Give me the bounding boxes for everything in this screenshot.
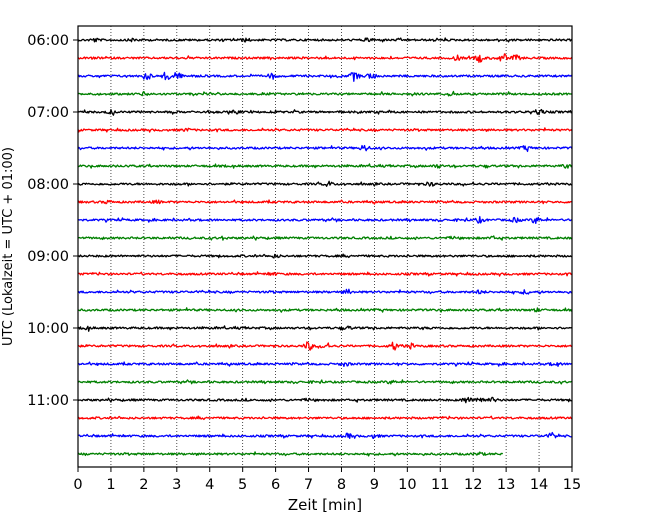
y-tick-label: 09:00 [27,249,69,265]
x-tick-label: 6 [271,477,280,493]
trace-line [77,163,573,169]
trace-line [77,235,573,241]
trace-line [77,431,573,440]
trace-line [77,396,573,404]
trace-line [77,71,573,82]
x-tick-label: 0 [73,477,82,493]
x-tick-label: 15 [563,477,581,493]
trace-line [77,307,573,313]
y-tick-label: 08:00 [27,177,69,193]
x-axis-title: Zeit [min] [288,496,362,514]
trace-line [77,90,573,97]
y-tick-label: 07:00 [27,105,69,121]
x-axis-ticks: 0 1 2 3 4 5 6 7 8 9 10 11 12 13 14 15 [73,467,581,493]
trace-line [77,379,573,385]
trace-line [77,199,573,205]
trace-line [77,415,573,421]
trace-line [77,216,573,225]
trace-line [77,341,573,351]
seismic-traces [77,37,573,457]
trace-line [77,451,504,457]
trace-line [77,271,573,277]
y-axis-ticks: 06:00 07:00 08:00 09:00 10:00 11:00 [27,33,78,409]
y-tick-label: 11:00 [27,393,69,409]
y-tick-label: 06:00 [27,33,69,49]
x-tick-label: 7 [304,477,313,493]
trace-line [77,288,573,295]
x-tick-label: 8 [337,477,346,493]
trace-line [77,53,573,63]
trace-line [77,180,573,187]
x-tick-label: 14 [530,477,548,493]
x-tick-label: 3 [172,477,181,493]
x-tick-label: 2 [139,477,148,493]
x-tick-label: 10 [398,477,416,493]
trace-line [77,108,573,116]
trace-line [77,37,573,43]
x-tick-label: 13 [497,477,515,493]
trace-line [77,325,573,332]
x-tick-label: 1 [106,477,115,493]
trace-line [77,144,573,153]
plot-frame [77,25,573,468]
x-tick-label: 5 [238,477,247,493]
trace-line [77,253,573,259]
y-axis-title: UTC (Lokalzeit = UTC + 01:00) [1,147,16,346]
y-tick-label: 10:00 [27,321,69,337]
trace-line [77,361,573,367]
x-tick-label: 11 [431,477,449,493]
x-tick-label: 9 [370,477,379,493]
x-tick-label: 12 [464,477,482,493]
trace-line [77,127,573,133]
x-tick-label: 4 [205,477,214,493]
